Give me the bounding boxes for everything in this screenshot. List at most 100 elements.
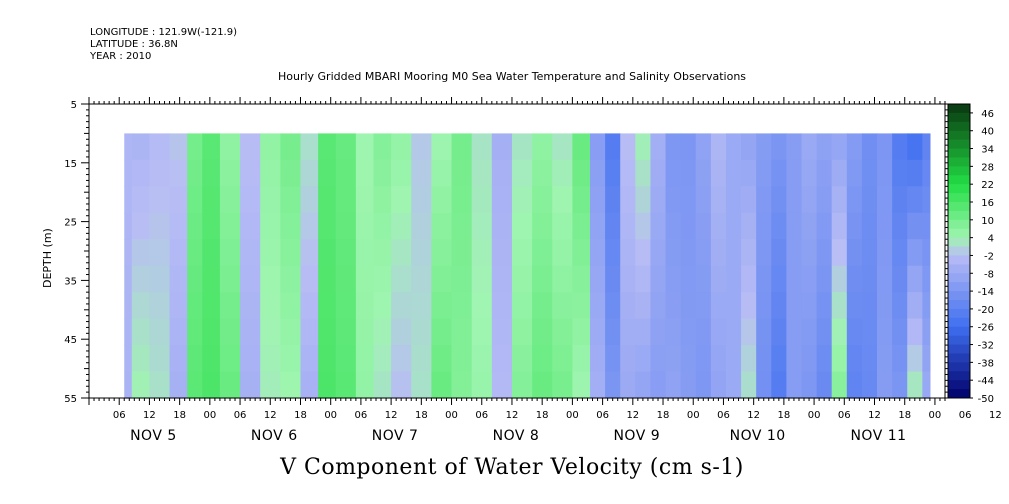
heatmap-cell (786, 239, 803, 267)
heatmap-column (451, 133, 473, 399)
heatmap-cell (260, 159, 281, 187)
heatmap-cell (373, 371, 392, 399)
heatmap-cell (635, 371, 652, 399)
heatmap-cell (300, 186, 319, 214)
heatmap-column (532, 133, 553, 399)
heatmap-cell (187, 159, 203, 187)
heatmap-cell (635, 318, 652, 346)
y-axis-label: DEPTH (m) (41, 228, 54, 288)
x-tick-label: 06 (838, 410, 851, 421)
heatmap-column (620, 133, 636, 399)
heatmap-cell (124, 371, 133, 399)
colorbar-tick-label: -8 (984, 269, 994, 280)
year-label: YEAR : 2010 (89, 51, 151, 62)
heatmap-column (695, 133, 712, 399)
heatmap-cell (260, 371, 281, 399)
colorbar-swatch (948, 175, 970, 185)
heatmap-cell (801, 265, 818, 293)
heatmap-column (650, 133, 667, 399)
heatmap-cell (922, 345, 931, 373)
heatmap-cell (300, 371, 319, 399)
heatmap-cell (572, 345, 591, 373)
heatmap-cell (590, 212, 606, 240)
heatmap-cell (187, 292, 203, 320)
heatmap-cell (187, 371, 203, 399)
heatmap-cell (431, 212, 453, 240)
colorbar-tick-label: -38 (978, 358, 994, 369)
heatmap-cell (202, 133, 221, 161)
heatmap-cell (318, 133, 337, 161)
heatmap-cell (240, 292, 261, 320)
heatmap-cell (741, 239, 757, 267)
heatmap-cell (635, 265, 652, 293)
heatmap-cell (411, 212, 432, 240)
heatmap-cell (605, 265, 621, 293)
heatmap-cell (260, 292, 281, 320)
heatmap-cell (373, 133, 392, 161)
longitude-label: LONGITUDE : 121.9W(-121.9) (90, 27, 237, 38)
colorbar-tick-label: 22 (981, 180, 994, 191)
heatmap-cell (318, 345, 337, 373)
heatmap-cell (202, 212, 221, 240)
heatmap-cell (491, 292, 513, 320)
heatmap-cell (391, 239, 412, 267)
heatmap-cell (511, 159, 533, 187)
heatmap-cell (892, 133, 908, 161)
colorbar-swatch (948, 121, 970, 132)
heatmap-cell (240, 265, 261, 293)
heatmap-cell (665, 318, 682, 346)
heatmap-cell (169, 318, 188, 346)
heatmap-cell (202, 159, 221, 187)
heatmap-cell (391, 159, 412, 187)
heatmap-cell (240, 186, 261, 214)
heatmap-cell (635, 345, 652, 373)
heatmap-cell (741, 265, 757, 293)
heatmap-cell (202, 318, 221, 346)
heatmap-cell (635, 186, 652, 214)
y-tick-label: 35 (64, 276, 77, 287)
heatmap-cell (831, 371, 848, 399)
colorbar-swatch (948, 112, 970, 123)
y-tick-label: 15 (64, 159, 77, 170)
colorbar-swatch (948, 371, 970, 381)
heatmap-cell (695, 371, 712, 399)
heatmap-cell (280, 345, 302, 373)
colorbar-swatch (948, 148, 970, 158)
heatmap-cell (892, 239, 908, 267)
heatmap-cell (650, 212, 667, 240)
heatmap-cell (187, 212, 203, 240)
heatmap-cell (471, 133, 493, 161)
heatmap-cell (786, 212, 803, 240)
heatmap-column (605, 133, 621, 399)
heatmap-cell (300, 265, 319, 293)
heatmap-cell (373, 265, 392, 293)
heatmap-cell (680, 159, 697, 187)
colorbar-swatch (948, 353, 970, 363)
heatmap-cell (816, 239, 833, 267)
heatmap-cell (124, 345, 133, 373)
heatmap-cell (695, 265, 712, 293)
heatmap-cell (846, 159, 863, 187)
heatmap-cell (219, 318, 241, 346)
heatmap-cell (846, 133, 863, 161)
colorbar-tick-label: 16 (981, 198, 994, 209)
heatmap-cell (786, 318, 803, 346)
heatmap-cell (335, 265, 357, 293)
x-tick-label: 18 (898, 410, 911, 421)
heatmap-cell (451, 186, 473, 214)
y-tick-label: 45 (64, 335, 77, 346)
colorbar-tick-label: -50 (978, 394, 994, 405)
heatmap-cell (756, 186, 772, 214)
heatmap-cell (665, 239, 682, 267)
heatmap-cell (590, 371, 606, 399)
heatmap-cell (846, 345, 863, 373)
heatmap-cell (907, 265, 923, 293)
heatmap-column (590, 133, 606, 399)
heatmap-cell (511, 265, 533, 293)
heatmap-cell (355, 292, 375, 320)
heatmap-cell (922, 239, 931, 267)
heatmap-cell (572, 186, 591, 214)
colorbar-swatch (948, 317, 970, 328)
heatmap-column (240, 133, 261, 399)
heatmap-cell (877, 318, 893, 346)
